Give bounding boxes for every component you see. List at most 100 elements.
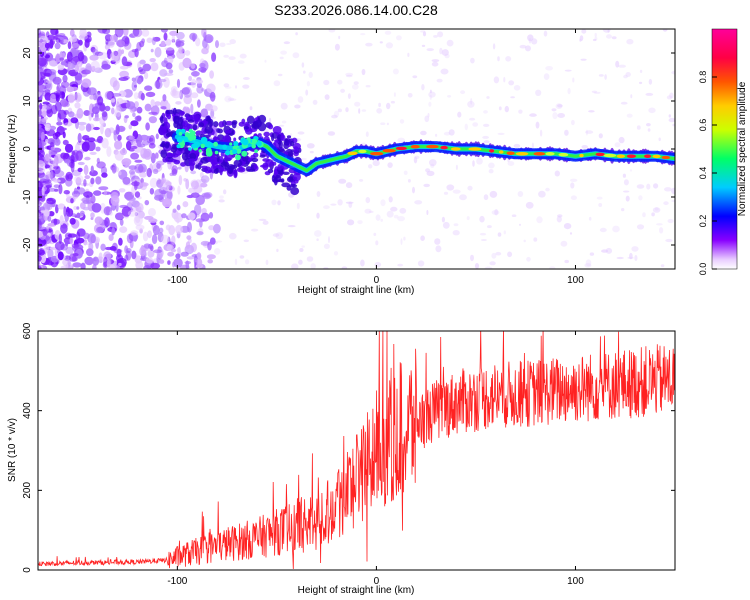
noise-blob [191, 180, 199, 190]
noise-blob [73, 205, 78, 211]
ridge-blob [233, 159, 243, 167]
noise-blob [129, 169, 135, 175]
noise-blob [139, 59, 146, 65]
noise-blob [53, 179, 61, 183]
noise-blob [345, 72, 354, 77]
noise-blob [497, 232, 502, 237]
noise-blob [74, 174, 84, 184]
ridge-blob [173, 159, 181, 165]
noise-blob [201, 47, 209, 55]
noise-blob [393, 214, 399, 219]
snr-panel: -100 0 100 0 200 400 600 Height of straight li… [7, 322, 676, 596]
noise-blob [277, 200, 281, 206]
noise-blob [464, 123, 468, 131]
noise-blob [431, 61, 439, 67]
noise-blob [132, 112, 136, 118]
noise-blob [511, 214, 517, 217]
noise-blob [622, 173, 627, 178]
noise-blob [163, 32, 168, 41]
noise-blob [671, 70, 675, 75]
noise-blob [508, 80, 515, 86]
noise-blob [74, 64, 80, 73]
noise-blob [570, 182, 575, 189]
noise-blob [396, 35, 402, 41]
noise-blob [428, 91, 436, 98]
noise-blob [442, 221, 450, 229]
noise-blob [338, 35, 341, 40]
noise-blob [110, 222, 117, 228]
noise-blob [148, 218, 158, 223]
noise-blob [122, 29, 129, 37]
x-tick-label: 100 [567, 576, 584, 587]
noise-blob [109, 246, 117, 251]
ridge-blob [198, 122, 205, 128]
noise-blob [392, 68, 399, 75]
noise-blob [65, 178, 73, 187]
noise-blob [384, 30, 392, 35]
noise-blob [388, 196, 393, 203]
snr-frame [37, 330, 676, 571]
noise-blob [42, 101, 50, 105]
noise-blob [665, 238, 673, 243]
noise-blob [145, 91, 156, 98]
colorbar-tick-label: 0.6 [698, 119, 708, 132]
noise-blob [104, 44, 110, 50]
noise-blob [306, 256, 314, 262]
noise-blob [476, 157, 483, 165]
noise-blob [206, 83, 216, 94]
noise-blob [279, 56, 284, 60]
noise-blob [38, 50, 41, 60]
noise-blob [41, 118, 47, 123]
noise-blob [113, 50, 119, 57]
spectrogram-ylabel: Frequency (Hz) [7, 115, 18, 184]
noise-blob [564, 129, 569, 136]
noise-blob [146, 167, 152, 178]
noise-blob [121, 206, 132, 217]
ridge-blob [247, 157, 253, 162]
noise-blob [653, 183, 659, 189]
ridge-blob [205, 115, 211, 122]
noise-blob [38, 249, 45, 256]
noise-blob [134, 48, 139, 58]
noise-blob [57, 203, 66, 210]
noise-blob [333, 251, 339, 256]
ridge-blob [198, 149, 202, 153]
noise-blob [591, 90, 598, 93]
noise-blob [134, 159, 143, 163]
noise-blob [552, 112, 558, 120]
noise-blob [190, 92, 199, 99]
ridge-peak [579, 153, 584, 158]
noise-blob [636, 184, 645, 189]
noise-blob [310, 263, 316, 269]
noise-blob [116, 39, 126, 48]
y-tick-label: 400 [22, 402, 33, 419]
noise-blob [140, 92, 145, 101]
ridge-blob [200, 156, 210, 164]
noise-blob [484, 266, 493, 269]
ridge-blob [289, 183, 298, 188]
noise-blob [368, 210, 374, 213]
noise-blob [314, 230, 322, 237]
noise-blob [623, 179, 629, 186]
noise-blob [77, 132, 82, 144]
noise-blob [69, 217, 76, 225]
noise-blob [629, 252, 633, 260]
noise-blob [124, 115, 129, 119]
ridge-blob [205, 141, 212, 148]
noise-blob [162, 198, 172, 208]
noise-blob [474, 263, 480, 269]
ridge-peak [468, 147, 482, 151]
noise-blob [386, 210, 394, 218]
noise-blob [403, 236, 406, 241]
noise-blob [493, 76, 500, 84]
noise-blob [104, 105, 111, 112]
ridge-blob [245, 160, 250, 165]
noise-blob [235, 126, 240, 129]
noise-blob [66, 51, 73, 62]
ridge-peak [533, 152, 546, 156]
noise-blob [359, 179, 364, 182]
ridge-blob [293, 146, 299, 153]
noise-blob [117, 134, 122, 141]
noise-blob [426, 48, 434, 52]
noise-blob [491, 210, 500, 215]
